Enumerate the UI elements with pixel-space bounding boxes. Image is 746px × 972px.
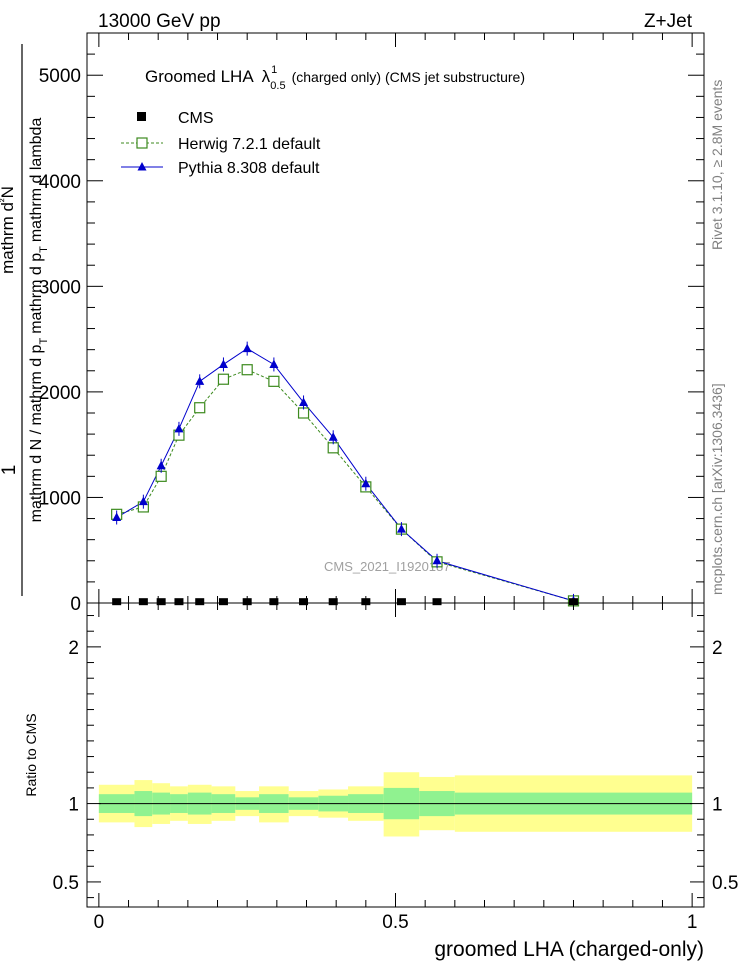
ratio-ytick-label: 0.5 [53, 873, 79, 894]
ratio-ytick-label: 2 [68, 638, 79, 659]
pythia-point [396, 524, 406, 533]
herwig-point [327, 442, 339, 454]
ylabel-num-part-1: ² [0, 198, 10, 202]
cms-point [361, 598, 371, 606]
title-main: Groomed LHA [145, 67, 254, 86]
pythia-point [138, 496, 148, 506]
rivet-version-label: Rivet 3.1.10, ≥ 2.8M events [709, 80, 725, 250]
ylabel-den-part-3: T [38, 246, 50, 253]
ratio-ytick-label-right: 1 [712, 795, 723, 816]
pythia-point [112, 512, 122, 521]
herwig-point [241, 364, 253, 376]
cms-point [299, 598, 309, 606]
x-tick-label: 1 [687, 912, 698, 933]
ylabel-one: 1 [0, 465, 20, 476]
cms-point [195, 598, 205, 606]
ylabel-num-part-0: mathrm d [0, 202, 17, 274]
pythia-point [195, 376, 205, 385]
main-ytick-label: 2000 [39, 383, 81, 404]
ratio-y-ticks: 0.5 0.5 1 1 2 2 [53, 615, 738, 899]
ylabel-denominator: mathrm d N / mathrm d pTmathrm d pTmathr… [28, 118, 50, 523]
header-energy-label: 13000 GeV pp [98, 11, 221, 32]
ylabel-den-part-0: mathrm d N / mathrm d p [28, 344, 45, 522]
legend-cms-marker [137, 112, 146, 121]
ylabel-numerator: mathrm d²N [0, 186, 17, 274]
cms-point [568, 598, 578, 606]
herwig-point [217, 373, 230, 385]
ratio-x-ticks: 0 0.5 1 [94, 603, 698, 933]
legend-label: CMS [178, 110, 214, 127]
pythia-point [242, 343, 252, 353]
cms-point [242, 598, 252, 606]
x-tick-label: 0.5 [382, 912, 408, 933]
pythia-point [269, 359, 279, 368]
analysis-watermark: CMS_2021_I1920187 [324, 559, 451, 574]
title-symbol: λ [262, 67, 271, 86]
ylabel-num-part-2: N [0, 186, 17, 198]
pythia-point [328, 432, 338, 441]
legend-herwig-marker [136, 137, 148, 149]
ratio-bands [98, 772, 693, 837]
cms-point [112, 598, 122, 606]
herwig-point [194, 402, 206, 414]
pythia-line [116, 348, 574, 602]
ylabel-den-part-2: mathrm d p [28, 253, 45, 334]
cms-point [156, 598, 166, 606]
x-axis-label: groomed LHA (charged-only) [434, 938, 704, 961]
ylabel-den-part-1: T [38, 338, 50, 345]
pythia-point [299, 397, 309, 406]
main-ytick-label: 4000 [39, 172, 81, 193]
x-tick-label: 0 [94, 912, 105, 933]
ratio-ytick-label-right: 2 [712, 638, 723, 659]
main-ytick-label: 3000 [39, 277, 81, 298]
cms-point [396, 598, 406, 606]
main-ytick-label: 5000 [39, 66, 81, 87]
ratio-ytick-label: 1 [68, 795, 79, 816]
ratio-ytick-label-right: 0.5 [712, 873, 738, 894]
main-ytick-label: 0 [70, 594, 81, 615]
header-process-label: Z+Jet [644, 11, 693, 32]
legend-pythia-marker [137, 162, 147, 171]
pythia-point [174, 423, 184, 433]
main-ytick-label: 1000 [39, 488, 81, 509]
cms-point [174, 598, 184, 606]
cms-point [138, 598, 148, 606]
pythia-point [361, 478, 371, 488]
cms-point [218, 598, 228, 606]
title-tail: (charged only) (CMS jet substructure) [292, 69, 525, 85]
pythia-point [432, 555, 442, 565]
title-sub: 0.5 [270, 80, 285, 92]
pythia-point [218, 359, 228, 368]
ylabel-den-part-4: mathrm d lambda [28, 118, 45, 243]
ratio-ylabel: Ratio to CMS [23, 713, 39, 796]
cms-point [328, 598, 338, 606]
plot-title: Groomed LHA λ1 0.5 (charged only) (CMS jet … [145, 64, 525, 92]
cms-point [432, 598, 442, 606]
legend-label: Pythia 8.308 default [178, 160, 320, 177]
herwig-point [297, 407, 310, 419]
pythia-point [156, 460, 166, 470]
series-layer [111, 341, 580, 608]
ratio-frame [86, 602, 705, 908]
main-y-ticks: 0 1000 2000 3000 4000 5000 [39, 32, 704, 615]
mcplots-label: mcplots.cern.ch [arXiv:1306.3436] [709, 383, 725, 595]
ratio-panel: 0.5 0.51 12 2 0 0.5 1 Ratio to CMS [23, 602, 738, 933]
herwig-point [268, 375, 280, 387]
title-sup: 1 [271, 64, 277, 76]
legend-label: Herwig 7.2.1 default [178, 136, 321, 153]
herwig-point [155, 470, 167, 482]
cms-point [269, 598, 279, 606]
legend: CMS Herwig 7.2.1 default Pythia 8.308 defa… [121, 110, 321, 177]
